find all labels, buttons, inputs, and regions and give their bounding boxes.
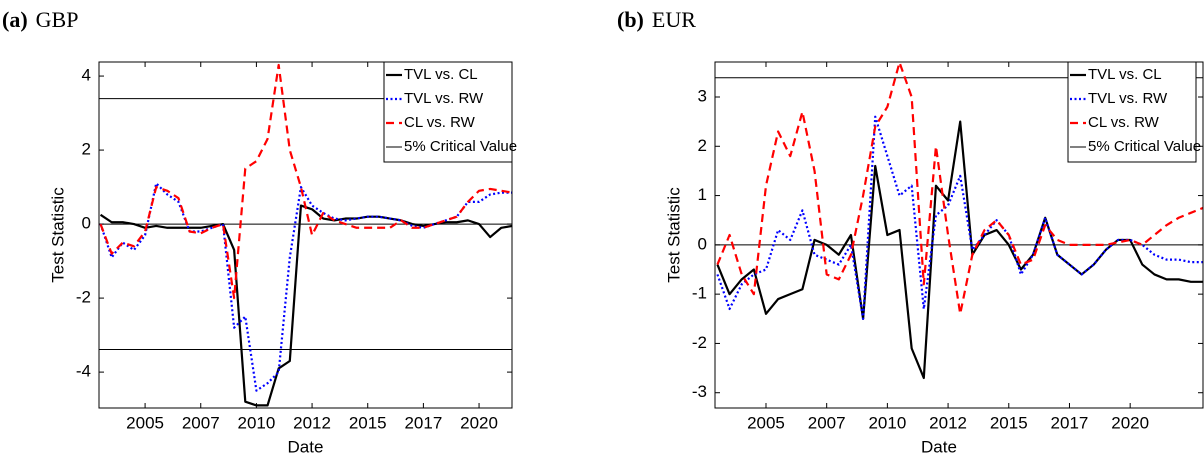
x-tick-label: 2007 — [182, 413, 220, 432]
y-tick-label: 1 — [698, 185, 707, 204]
axes-box — [714, 61, 1204, 409]
legend: TVL vs. CL TVL vs. RW CL vs. RW 5% Critical… — [1067, 61, 1201, 163]
panel: (a) GBP -4 -2 0 2 4 2005 2007 2010 2012 2015 2017 202… — [2, 7, 517, 456]
plot-area — [99, 63, 512, 407]
y-tick-label: 0 — [698, 234, 707, 253]
y-tick-label: 3 — [698, 86, 707, 105]
y-tick-label: -1 — [692, 284, 707, 303]
series-line — [99, 63, 512, 300]
x-tick-label: 2017 — [1051, 413, 1089, 432]
x-tick-label: 2015 — [349, 413, 387, 432]
x-tick-label: 2007 — [808, 413, 846, 432]
legend-box — [1067, 61, 1197, 163]
legend-label: TVL vs. CL — [404, 66, 478, 83]
legend-box — [383, 61, 513, 163]
y-tick-label: 4 — [82, 66, 91, 85]
panel-title: (b) EUR — [617, 7, 696, 32]
x-tick-label: 2010 — [237, 413, 275, 432]
legend-label: CL vs. RW — [1088, 114, 1160, 131]
title: EUR — [652, 7, 696, 32]
legend-label: TVL vs. RW — [1088, 90, 1168, 107]
x-tick-label: 2020 — [1111, 413, 1149, 432]
y-tick-label: 2 — [698, 136, 707, 155]
x-tick-label: 2015 — [990, 413, 1028, 432]
x-axis-label: Date — [288, 437, 324, 456]
y-axis-label: Test Statistic — [664, 187, 683, 283]
y-tick-label: -3 — [692, 382, 707, 401]
panel-title: (a) GBP — [2, 7, 78, 32]
legend: TVL vs. CL TVL vs. RW CL vs. RW 5% Critical… — [383, 61, 517, 163]
axes-box — [98, 61, 513, 409]
y-axis-label: Test Statistic — [48, 187, 67, 283]
x-tick-label: 2012 — [929, 413, 967, 432]
panel: (b) EUR -3 -2 -1 0 1 2 3 2005 2007 2010 2012 2015 2017… — [617, 7, 1204, 456]
y-tick-label: 0 — [82, 214, 91, 233]
x-tick-label: 2012 — [293, 413, 331, 432]
x-tick-label: 2005 — [747, 413, 785, 432]
legend-label: 5% Critical Value — [404, 138, 517, 155]
y-tick-label: -2 — [76, 288, 91, 307]
plot-area — [715, 62, 1203, 380]
x-tick-label: 2017 — [404, 413, 442, 432]
panel-label: (a) — [2, 7, 28, 32]
x-axis-label: Date — [921, 437, 957, 456]
series-line — [716, 62, 1203, 315]
y-tick-label: -2 — [692, 333, 707, 352]
title: GBP — [36, 7, 79, 32]
legend-label: TVL vs. RW — [404, 90, 484, 107]
legend-label: CL vs. RW — [404, 114, 476, 131]
legend-label: 5% Critical Value — [1088, 138, 1201, 155]
panel-label: (b) — [617, 7, 644, 32]
y-tick-label: 2 — [82, 140, 91, 159]
x-tick-label: 2010 — [868, 413, 906, 432]
series-line — [716, 115, 1203, 320]
x-tick-label: 2005 — [126, 413, 164, 432]
series-line — [99, 204, 512, 407]
y-tick-label: -4 — [76, 362, 91, 381]
x-tick-label: 2020 — [460, 413, 498, 432]
legend-label: TVL vs. CL — [1088, 66, 1162, 83]
